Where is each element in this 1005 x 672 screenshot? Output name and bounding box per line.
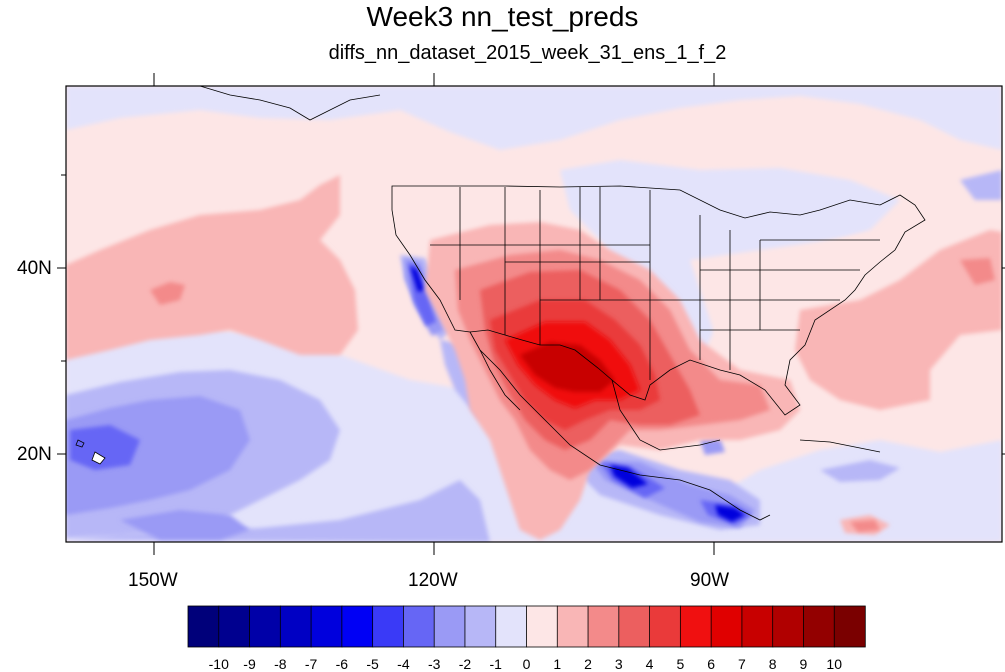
colorbar-label: 3: [614, 656, 623, 672]
colorbar-swatch: [495, 605, 528, 648]
lat-label-20n: 20N: [17, 444, 52, 465]
colorbar-label: -1: [489, 656, 502, 672]
lon-label-90w: 90W: [690, 570, 730, 591]
colorbar-label: -2: [458, 656, 472, 672]
colorbar-label: -3: [427, 656, 441, 672]
colorbar-label: -4: [397, 656, 410, 672]
colorbar-label: 6: [707, 656, 716, 672]
contour-neg-8: [410, 266, 745, 522]
colorbar-swatch: [649, 605, 682, 648]
page-title: Week3 nn_test_preds: [366, 1, 639, 32]
lon-label-150w: 150W: [128, 570, 178, 591]
colorbar-label: -9: [243, 656, 256, 672]
colorbar-label: 9: [799, 656, 808, 672]
lon-label-120w: 120W: [408, 570, 458, 591]
colorbar-swatch: [772, 605, 805, 648]
lat-label-40n: 40N: [17, 258, 52, 279]
colorbar-swatch: [218, 605, 251, 648]
colorbar-label: -10: [208, 656, 229, 672]
colorbar-swatch: [556, 605, 589, 648]
colorbar-swatch: [464, 605, 497, 648]
colorbar-swatch: [803, 605, 835, 648]
colorbar-label: 5: [676, 656, 685, 672]
colorbar-swatch: [433, 605, 466, 648]
colorbar-label: -7: [304, 656, 318, 672]
colorbar-swatch: [403, 605, 435, 648]
colorbar-swatch: [587, 605, 620, 648]
colorbar-swatch: [618, 605, 651, 648]
colorbar-label: 10: [826, 656, 842, 672]
colorbar-swatch: [833, 605, 866, 648]
colorbar-label: 2: [584, 656, 592, 672]
boundaries: [75, 85, 926, 521]
colorbar: [187, 605, 866, 648]
colorbar-label: -8: [274, 656, 287, 672]
colorbar-swatch: [679, 605, 712, 648]
colorbar-label: 8: [768, 656, 777, 672]
colorbar-swatch: [279, 605, 312, 648]
colorbar-swatch: [310, 605, 343, 648]
colorbar-swatch: [741, 605, 774, 648]
contour-pos-8: [520, 342, 615, 392]
colorbar-label: -5: [366, 656, 379, 672]
colorbar-swatch: [249, 605, 282, 648]
colorbar-swatch: [526, 605, 558, 648]
colorbar-swatch: [341, 605, 374, 648]
page-subtitle: diffs_nn_dataset_2015_week_31_ens_1_f_2: [328, 42, 727, 64]
colorbar-label: 7: [738, 656, 746, 672]
colorbar-label: 4: [645, 656, 654, 672]
contour-field: [66, 86, 1002, 542]
map-frame: [65, 85, 1003, 543]
colorbar-swatch: [710, 605, 743, 648]
colorbar-label: -6: [335, 656, 349, 672]
colorbar-label: 1: [553, 656, 562, 672]
colorbar-label: 0: [522, 656, 531, 672]
colorbar-swatch: [187, 605, 220, 648]
axis-ticks: [57, 73, 1005, 555]
colorbar-swatch: [372, 605, 405, 648]
